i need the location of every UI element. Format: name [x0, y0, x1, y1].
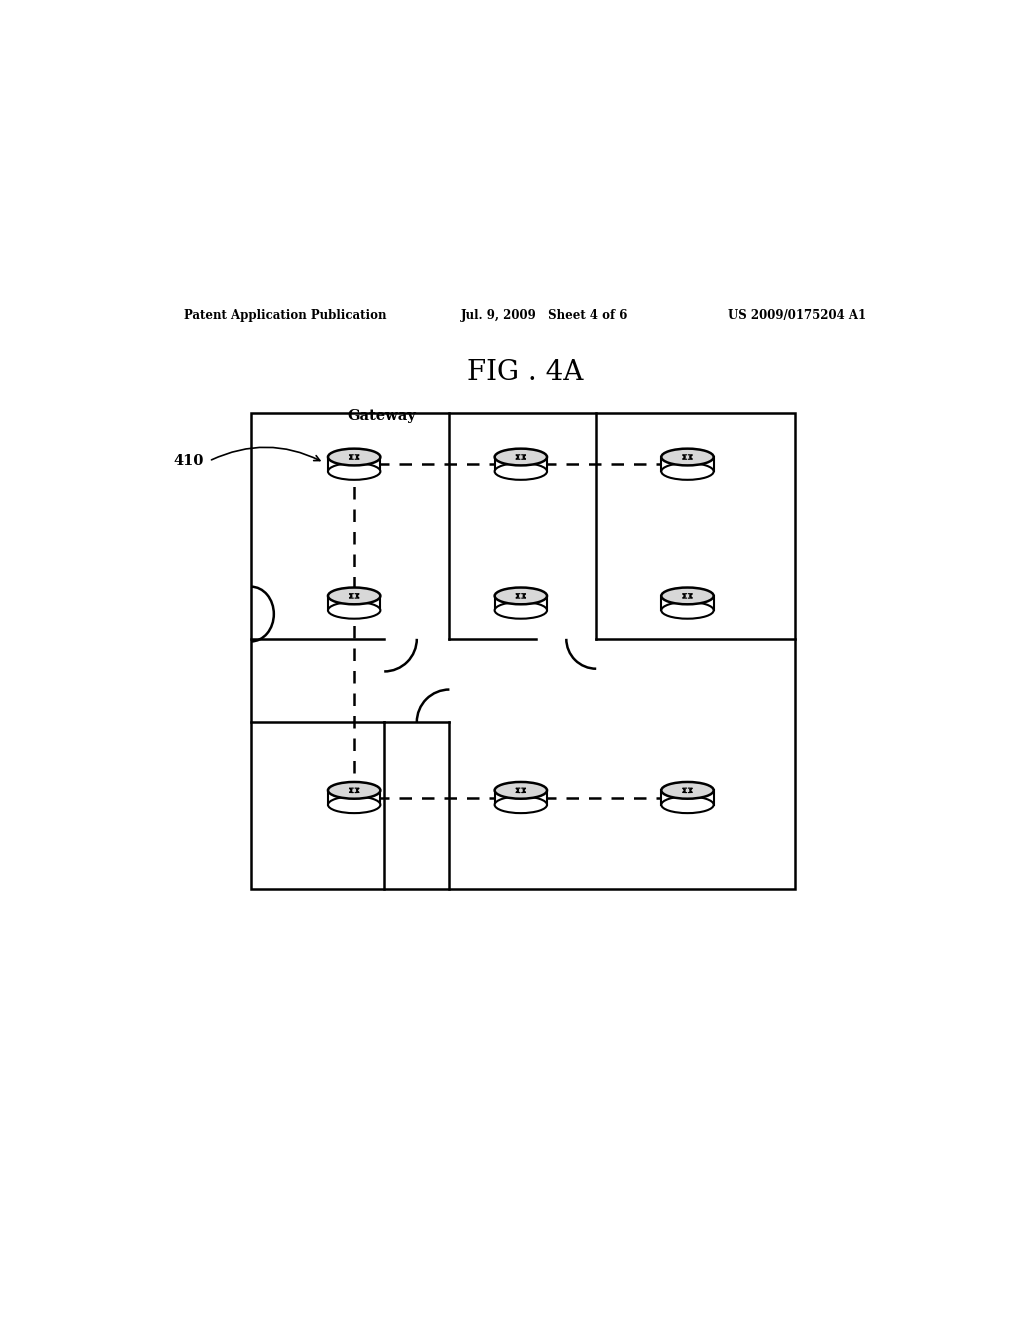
Ellipse shape: [328, 796, 380, 813]
Ellipse shape: [662, 587, 714, 605]
Ellipse shape: [495, 796, 547, 813]
Ellipse shape: [328, 449, 380, 466]
Text: 410: 410: [173, 454, 204, 469]
Bar: [328, 457, 380, 471]
Bar: [495, 791, 547, 805]
Ellipse shape: [495, 463, 547, 479]
Bar: [662, 457, 714, 471]
Bar: [328, 595, 380, 610]
Text: Jul. 9, 2009   Sheet 4 of 6: Jul. 9, 2009 Sheet 4 of 6: [461, 309, 629, 322]
Bar: [328, 791, 380, 805]
Ellipse shape: [495, 781, 547, 799]
Ellipse shape: [662, 463, 714, 479]
Ellipse shape: [662, 449, 714, 466]
Bar: [251, 413, 795, 888]
Bar: [495, 595, 547, 610]
Text: Gateway: Gateway: [347, 409, 417, 422]
Ellipse shape: [328, 602, 380, 619]
Text: Patent Application Publication: Patent Application Publication: [183, 309, 386, 322]
Text: FIG . 4A: FIG . 4A: [467, 359, 583, 387]
Text: US 2009/0175204 A1: US 2009/0175204 A1: [728, 309, 866, 322]
Ellipse shape: [328, 463, 380, 479]
Ellipse shape: [495, 449, 547, 466]
Bar: [662, 595, 714, 610]
Ellipse shape: [495, 602, 547, 619]
Ellipse shape: [662, 796, 714, 813]
Ellipse shape: [495, 587, 547, 605]
Bar: [495, 457, 547, 471]
Ellipse shape: [662, 602, 714, 619]
Ellipse shape: [328, 587, 380, 605]
Ellipse shape: [328, 781, 380, 799]
Ellipse shape: [662, 781, 714, 799]
Bar: [662, 791, 714, 805]
